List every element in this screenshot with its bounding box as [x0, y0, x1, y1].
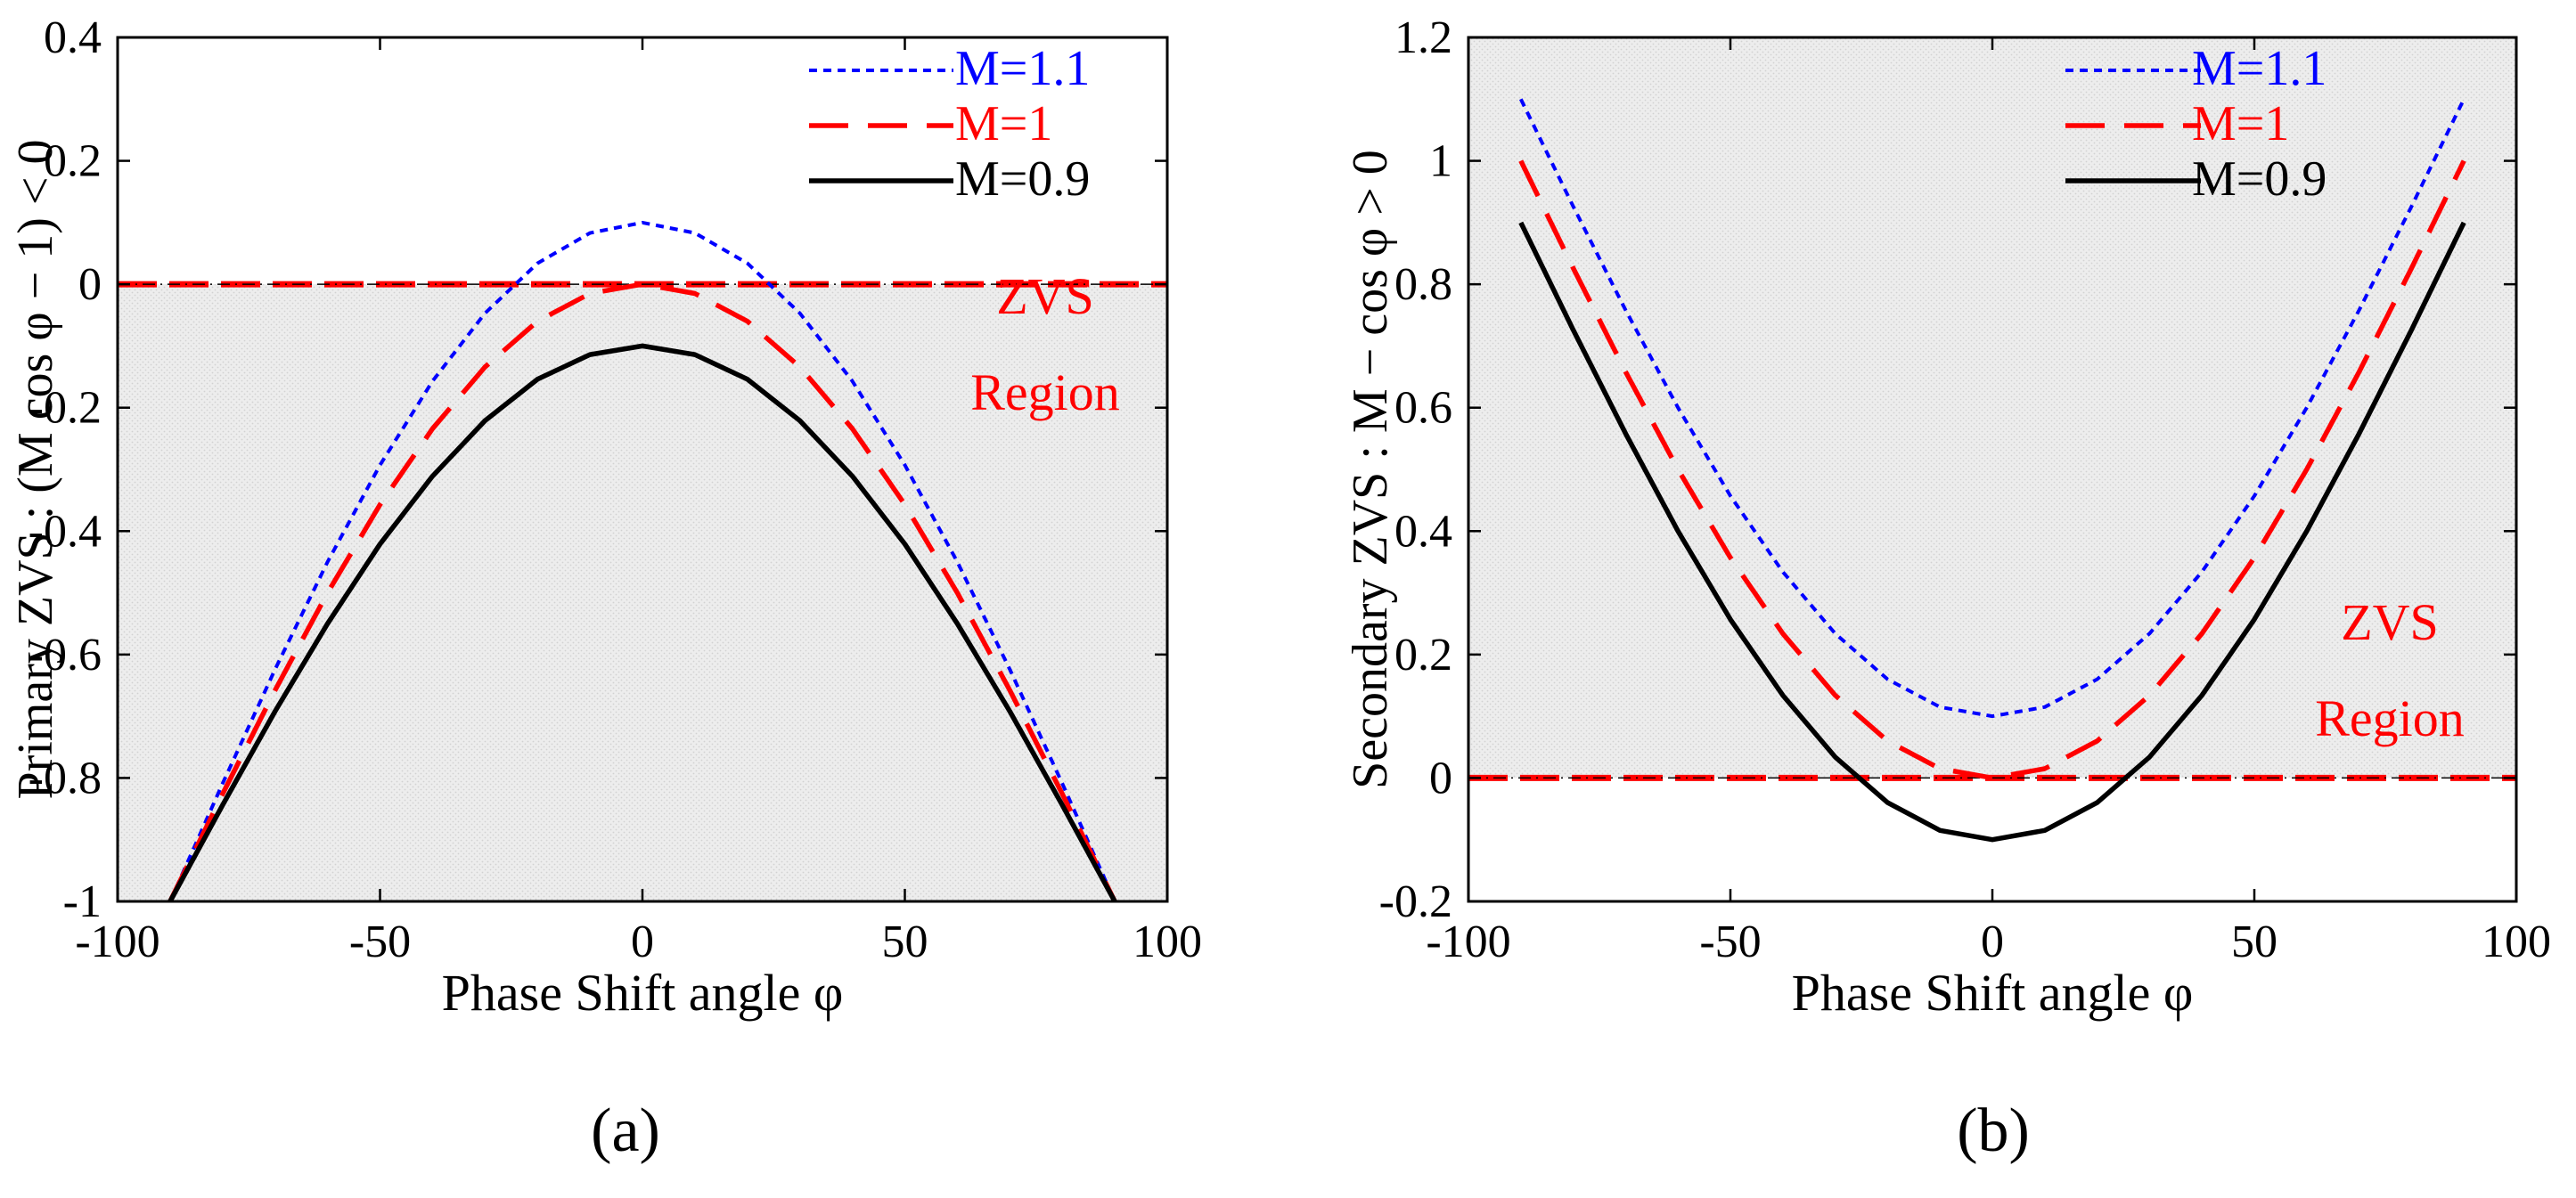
chart-panel-a: -100 -50 0 50 100 -1 -0.8 -0.6 -0.4 -0.2 0 0.2 0.4 Ph… [8, 12, 1202, 1165]
y-tick-label: 1.2 [1394, 12, 1452, 63]
x-axis-label: Phase Shift angle φ [1792, 964, 2194, 1022]
x-tick-label: 0 [1981, 917, 2004, 967]
x-tick-label: 50 [882, 917, 928, 967]
zvs-shaded-region [1468, 37, 2516, 778]
series-line-m-1 [168, 281, 1117, 903]
y-tick-label: 0.4 [44, 12, 102, 63]
zvs-label: ZVS [2341, 593, 2439, 651]
x-tick-label: -100 [75, 917, 159, 967]
x-tick-label: 100 [2482, 917, 2551, 967]
series-line-m-0-9 [168, 343, 1117, 903]
x-tick-label: 100 [1133, 917, 1202, 967]
legend-label: M=1 [2192, 96, 2289, 151]
region-label: Region [2315, 689, 2465, 747]
legend-label: M=0.9 [2192, 151, 2327, 207]
y-tick-label: -0.4 [29, 506, 102, 557]
y-tick-label: -0.2 [29, 383, 102, 434]
panel-label: (b) [1957, 1096, 2030, 1165]
x-tick-label: -100 [1426, 917, 1510, 967]
y-tick-label: -0.2 [1379, 876, 1452, 927]
y-tick-label: -0.6 [29, 630, 102, 680]
y-axis-label: Primary ZVS : (M cos φ − 1) < 0 [8, 140, 63, 800]
y-tick-label: 0.6 [1394, 383, 1452, 434]
x-tick-label: 0 [631, 917, 654, 967]
legend-label: M=1 [955, 96, 1052, 151]
x-tick-label: 50 [2231, 917, 2278, 967]
y-tick-label: 0.2 [44, 136, 102, 187]
zvs-shaded-region [118, 284, 1167, 902]
series-line-m-1-1 [1519, 98, 2466, 719]
y-tick-label: 0.4 [1394, 506, 1452, 557]
y-tick-label: 0 [78, 259, 102, 310]
y-tick-label: 0 [1429, 753, 1452, 803]
legend-label: M=1.1 [2192, 41, 2327, 96]
region-label: Region [970, 363, 1120, 421]
y-tick-label: 1 [1429, 136, 1452, 187]
zvs-label: ZVS [996, 267, 1094, 325]
chart-panel-b: -100 -50 0 50 100 -0.2 0 0.2 0.4 0.6 0.8 1 1.2 Phase … [1343, 12, 2551, 1165]
y-axis-label: Secondary ZVS : M − cos φ > 0 [1343, 150, 1398, 789]
y-tick-label: -0.8 [29, 753, 102, 803]
x-tick-label: -50 [1699, 917, 1761, 967]
y-tick-label: -1 [63, 876, 102, 927]
series-line-m-0-9 [1518, 221, 2466, 843]
y-tick-label: 0.2 [1394, 630, 1452, 680]
x-axis-label: Phase Shift angle φ [442, 964, 844, 1022]
series-line-m-1 [1518, 159, 2466, 781]
y-tick-label: 0.8 [1394, 259, 1452, 310]
legend-label: M=1.1 [955, 41, 1090, 96]
x-tick-label: -50 [349, 917, 411, 967]
series-line-m-1-1 [168, 220, 1116, 902]
legend-label: M=0.9 [955, 151, 1090, 207]
panel-label: (a) [591, 1096, 660, 1165]
